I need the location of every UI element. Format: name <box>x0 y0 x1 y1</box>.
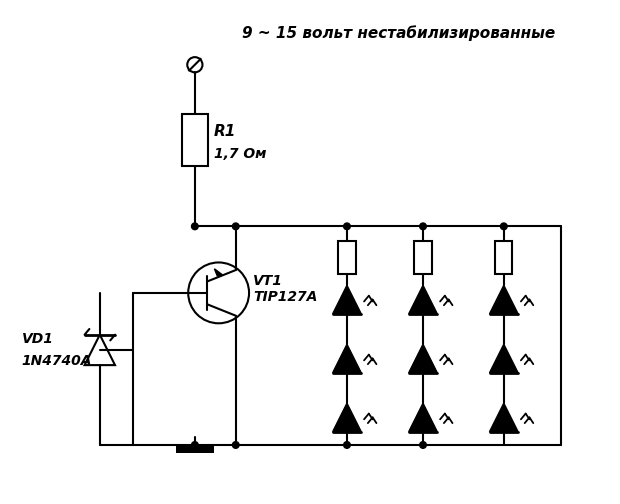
Polygon shape <box>409 344 437 373</box>
Circle shape <box>420 223 427 230</box>
Text: 9 ~ 15 вольт нестабилизированные: 9 ~ 15 вольт нестабилизированные <box>242 26 556 41</box>
Text: 1,7 Ом: 1,7 Ом <box>214 147 267 161</box>
Circle shape <box>232 442 239 448</box>
Text: 1N4740A: 1N4740A <box>22 354 92 368</box>
Polygon shape <box>215 269 223 276</box>
Polygon shape <box>333 344 361 373</box>
Circle shape <box>192 223 198 230</box>
Bar <box>414 240 432 274</box>
Circle shape <box>232 223 239 230</box>
Bar <box>495 240 512 274</box>
Polygon shape <box>333 285 361 314</box>
Bar <box>339 240 355 274</box>
Polygon shape <box>490 344 518 373</box>
Polygon shape <box>409 403 437 431</box>
Bar <box>182 114 208 166</box>
Polygon shape <box>490 285 518 314</box>
Polygon shape <box>333 403 361 431</box>
Text: VT1: VT1 <box>253 274 283 288</box>
Circle shape <box>192 442 198 448</box>
Text: R1: R1 <box>214 124 236 139</box>
Polygon shape <box>490 403 518 431</box>
Text: VD1: VD1 <box>22 332 54 346</box>
Polygon shape <box>409 285 437 314</box>
Circle shape <box>343 442 350 448</box>
Circle shape <box>343 223 350 230</box>
Bar <box>176 445 214 453</box>
Text: TIP127A: TIP127A <box>253 290 317 304</box>
Circle shape <box>500 223 507 230</box>
Circle shape <box>420 442 427 448</box>
